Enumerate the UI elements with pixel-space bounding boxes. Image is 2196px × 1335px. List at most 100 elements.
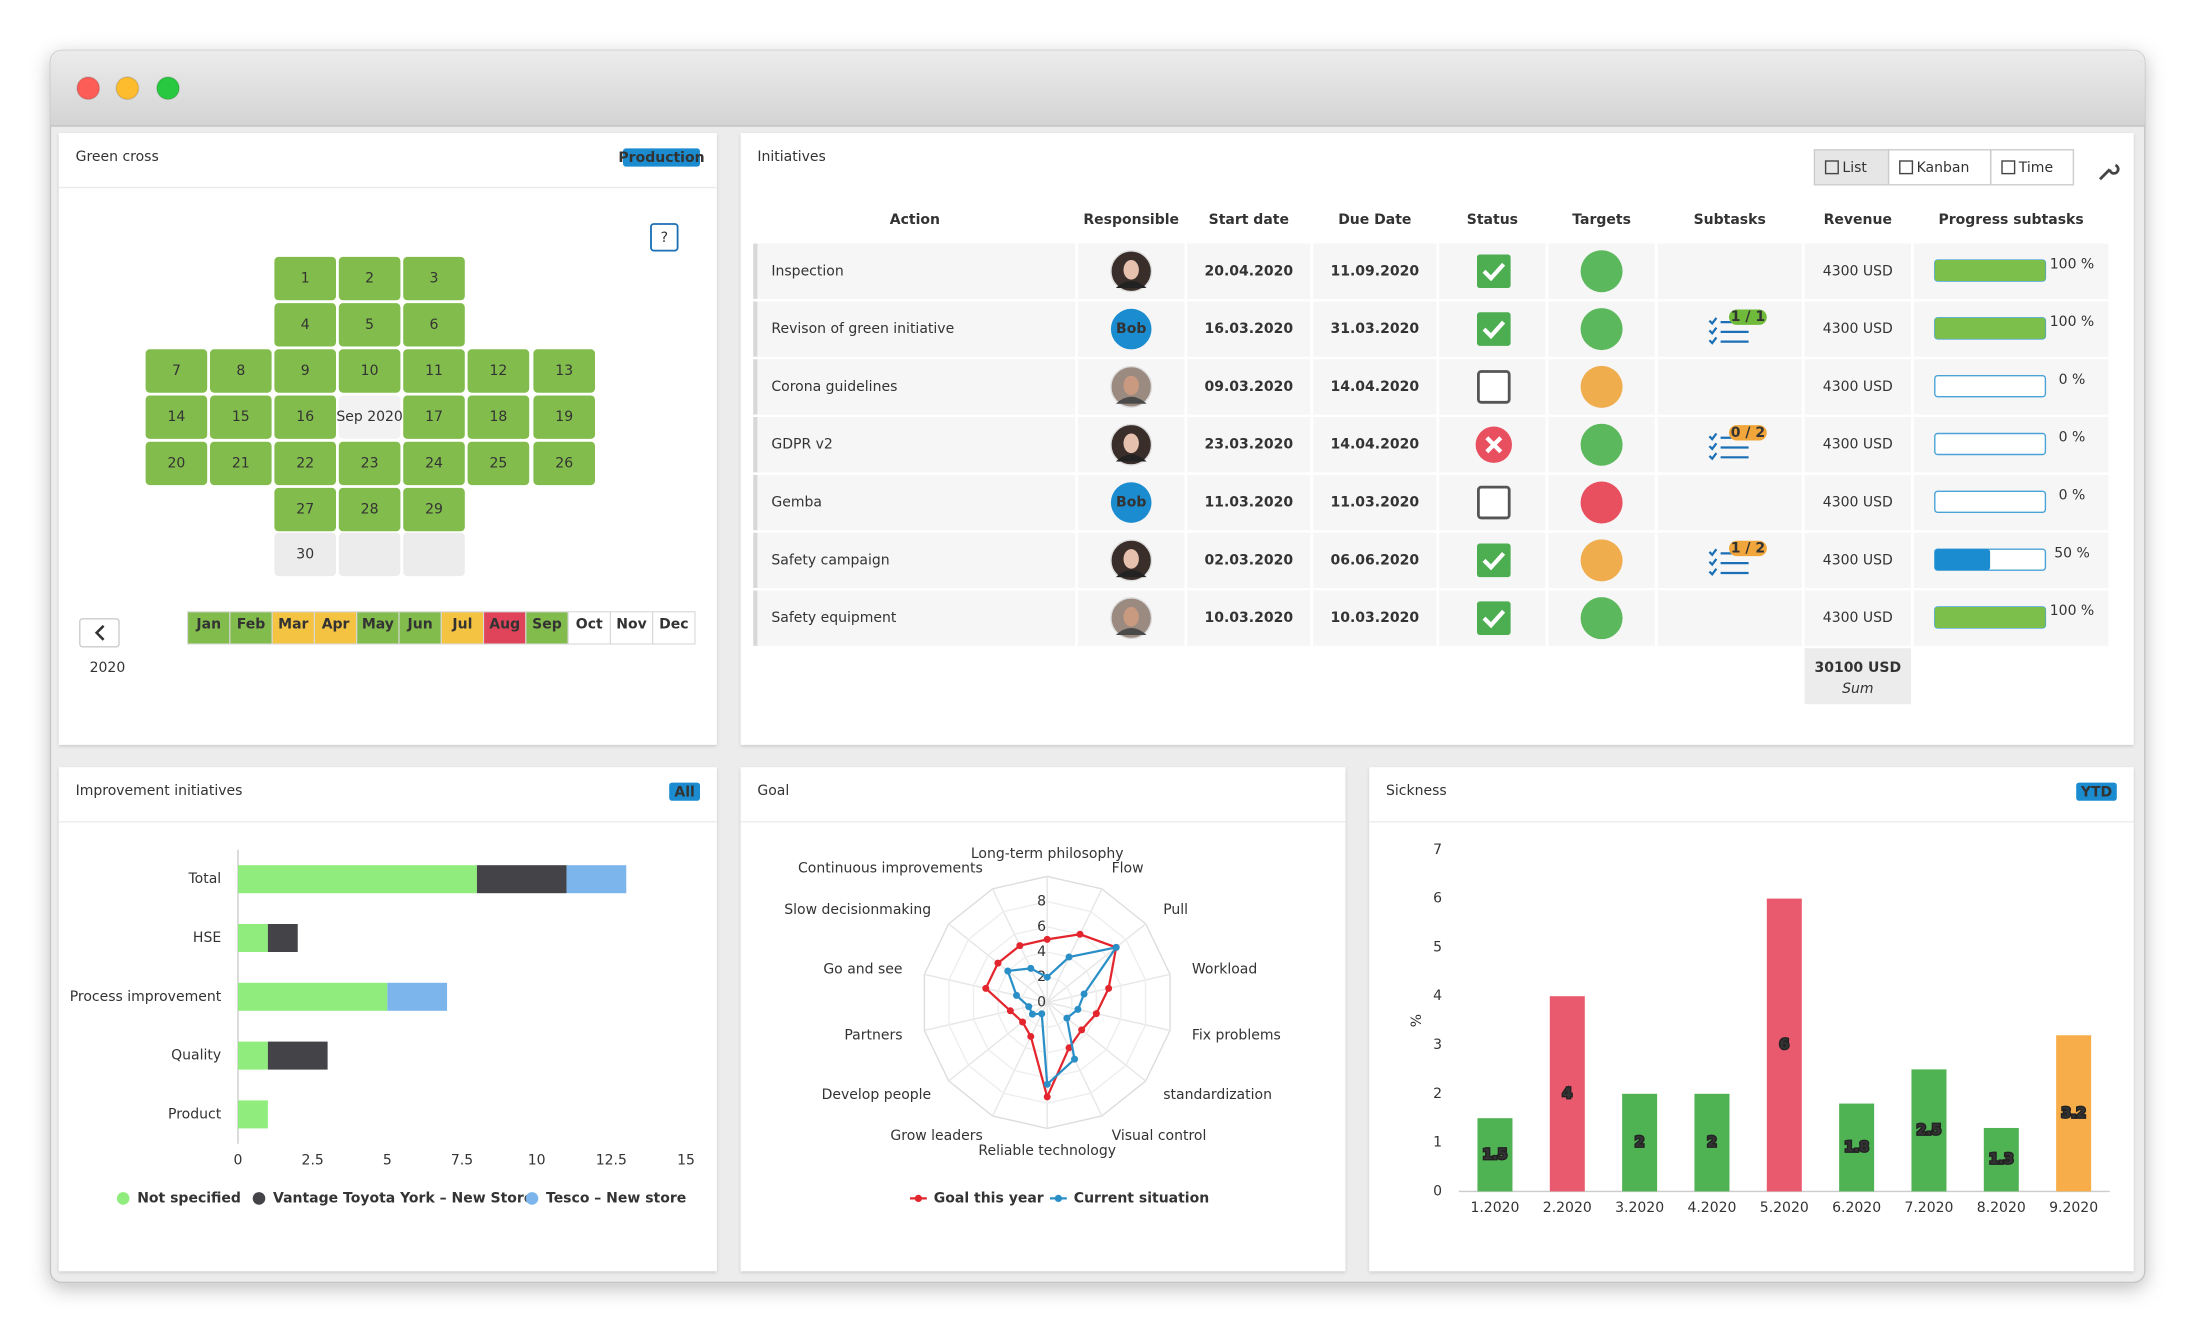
data-label: 4	[1562, 1086, 1572, 1102]
axis-label: Visual control	[1112, 1128, 1207, 1144]
legend-label[interactable]: Tesco – New store	[546, 1190, 686, 1206]
radar-spoke	[1046, 923, 1147, 1003]
legend-label[interactable]: Goal this year	[934, 1190, 1044, 1206]
month-label: Aug	[489, 616, 520, 632]
action-label[interactable]: Inspection	[771, 263, 843, 279]
row-accent	[753, 301, 758, 357]
month-cell[interactable]	[313, 611, 358, 645]
action-label[interactable]: Safety equipment	[771, 610, 897, 626]
legend-label[interactable]: Current situation	[1074, 1190, 1209, 1206]
view-button[interactable]	[1990, 149, 2075, 186]
avatar-face	[1123, 375, 1139, 396]
table-cell	[1187, 417, 1311, 473]
month-cell[interactable]	[229, 611, 273, 645]
month-cell[interactable]	[271, 611, 315, 645]
progress-label: 0 %	[2059, 430, 2086, 446]
x-tick-label: 15	[677, 1153, 695, 1169]
status-done	[1477, 254, 1511, 289]
axis-label: Go and see	[823, 961, 902, 977]
radar-point	[1016, 942, 1024, 950]
action-label[interactable]: Gemba	[771, 495, 822, 511]
prev-button[interactable]	[79, 618, 120, 648]
data-label: 2	[1635, 1135, 1645, 1151]
action-label[interactable]: Corona guidelines	[771, 379, 897, 395]
view-button[interactable]	[1887, 149, 1992, 186]
axis-label: Long-term philosophy	[971, 846, 1124, 862]
month-cell[interactable]	[609, 611, 654, 645]
center-label: Sep 2020	[336, 409, 402, 425]
day-label: 11	[425, 363, 443, 379]
day-cell	[467, 441, 530, 486]
grid-line	[997, 951, 1098, 1054]
legend-marker[interactable]	[914, 1194, 923, 1203]
status-check	[1482, 609, 1506, 629]
legend-label[interactable]: Vantage Toyota York – New Store	[273, 1190, 533, 1206]
y-tick-label: HSE	[193, 930, 221, 946]
month-cell[interactable]	[187, 611, 231, 645]
subtasks-badge	[1729, 540, 1767, 557]
month-cell[interactable]	[482, 611, 527, 645]
target-indicator	[1580, 539, 1623, 582]
day-label: 8	[236, 363, 245, 379]
window-button[interactable]	[76, 76, 101, 101]
sum-value: 30100 USD	[1814, 660, 1901, 676]
radar-point	[994, 959, 1002, 967]
table-cell	[1804, 301, 1911, 357]
avatar-body	[1115, 454, 1147, 462]
window-button[interactable]	[156, 76, 180, 101]
table-cell	[754, 532, 1076, 588]
subtasks-label: 0 / 2	[1731, 425, 1765, 441]
window-button[interactable]	[115, 76, 140, 101]
x-tick-label: 12.5	[596, 1153, 627, 1169]
responsible-label: Bob	[1116, 495, 1146, 511]
bar-segment	[238, 1100, 268, 1129]
month-cell[interactable]	[356, 611, 400, 645]
day-label: 24	[425, 455, 443, 471]
radar-point	[1043, 935, 1051, 943]
column-header: Progress subtasks	[1939, 212, 2084, 228]
day-cell	[467, 395, 530, 439]
month-cell[interactable]	[440, 611, 485, 645]
year-label: 2020	[90, 660, 126, 676]
y-tick-label: Product	[168, 1106, 222, 1122]
revenue: 4300 USD	[1823, 379, 1893, 395]
title-bar	[50, 50, 2145, 127]
table-cell	[754, 474, 1076, 531]
settings-icon[interactable]	[2099, 163, 2120, 181]
start-date: 09.03.2020	[1205, 379, 1294, 395]
month-cell[interactable]	[525, 611, 569, 645]
action-label[interactable]: GDPR v2	[771, 437, 832, 453]
action-label[interactable]: Safety campaign	[771, 552, 889, 568]
view-label: Kanban	[1917, 160, 1970, 176]
table-cell	[754, 359, 1076, 415]
day-label: 25	[489, 455, 507, 471]
badge	[669, 782, 700, 801]
revenue: 4300 USD	[1823, 552, 1893, 568]
legend-marker[interactable]	[1054, 1194, 1063, 1203]
column-header: Targets	[1572, 212, 1631, 228]
legend-label[interactable]: Not specified	[137, 1190, 241, 1206]
day-cell	[145, 441, 208, 486]
data-label: 6	[1779, 1037, 1789, 1053]
month-label: Oct	[576, 616, 603, 632]
day-label: 20	[167, 455, 185, 471]
help-button[interactable]	[650, 223, 679, 252]
panel-title: Initiatives	[757, 149, 825, 165]
table-cell	[1657, 474, 1802, 531]
table-cell	[754, 590, 1076, 646]
month-cell[interactable]	[567, 611, 611, 645]
legend-marker[interactable]	[116, 1192, 130, 1205]
legend-marker[interactable]	[525, 1192, 539, 1205]
month-label: Jul	[451, 616, 472, 632]
day-label: 22	[296, 455, 314, 471]
start-date: 02.03.2020	[1205, 552, 1294, 568]
avatar-face	[1123, 433, 1139, 454]
action-label[interactable]: Revison of green initiative	[771, 321, 954, 337]
month-cell[interactable]	[652, 611, 696, 645]
view-button[interactable]	[1813, 149, 1890, 186]
day-label: 23	[361, 455, 379, 471]
day-cell	[533, 395, 595, 439]
start-date: 23.03.2020	[1205, 437, 1294, 453]
legend-marker[interactable]	[252, 1192, 266, 1205]
avatar-body	[1115, 281, 1147, 289]
